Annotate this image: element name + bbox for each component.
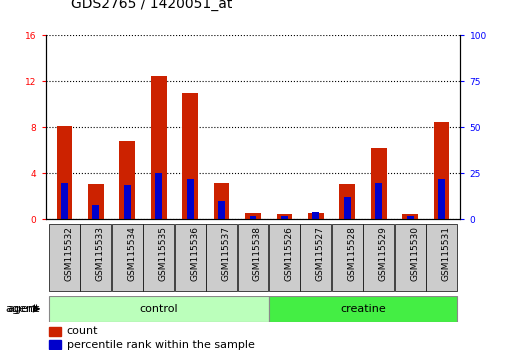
FancyBboxPatch shape bbox=[268, 296, 457, 322]
FancyBboxPatch shape bbox=[49, 224, 80, 291]
Bar bbox=[88, 184, 104, 219]
Text: GSM115538: GSM115538 bbox=[252, 227, 262, 281]
Bar bbox=[124, 184, 130, 219]
Text: agent: agent bbox=[5, 304, 37, 314]
Bar bbox=[119, 141, 135, 219]
Bar bbox=[312, 212, 319, 219]
FancyBboxPatch shape bbox=[331, 224, 362, 291]
FancyBboxPatch shape bbox=[174, 224, 205, 291]
Text: GSM115537: GSM115537 bbox=[221, 227, 230, 281]
FancyBboxPatch shape bbox=[48, 296, 268, 322]
Bar bbox=[308, 213, 323, 219]
FancyBboxPatch shape bbox=[206, 224, 236, 291]
FancyBboxPatch shape bbox=[394, 224, 425, 291]
Bar bbox=[339, 184, 355, 219]
Text: GSM115535: GSM115535 bbox=[159, 227, 167, 281]
Text: agent: agent bbox=[7, 304, 39, 314]
Text: GDS2765 / 1420051_at: GDS2765 / 1420051_at bbox=[71, 0, 232, 11]
FancyBboxPatch shape bbox=[143, 224, 174, 291]
Bar bbox=[370, 148, 386, 219]
FancyBboxPatch shape bbox=[80, 224, 111, 291]
Text: GSM115528: GSM115528 bbox=[346, 227, 356, 281]
Bar bbox=[244, 213, 261, 219]
Bar bbox=[218, 201, 225, 219]
Text: GSM115526: GSM115526 bbox=[284, 227, 293, 281]
FancyBboxPatch shape bbox=[269, 224, 299, 291]
Bar bbox=[213, 183, 229, 219]
Bar bbox=[433, 122, 448, 219]
Text: GSM115536: GSM115536 bbox=[190, 227, 199, 281]
Text: GSM115533: GSM115533 bbox=[95, 227, 105, 281]
Text: creatine: creatine bbox=[339, 304, 385, 314]
Bar bbox=[48, 340, 61, 349]
Bar bbox=[150, 76, 166, 219]
Bar bbox=[406, 216, 413, 219]
Text: GSM115530: GSM115530 bbox=[410, 227, 418, 281]
Text: percentile rank within the sample: percentile rank within the sample bbox=[67, 339, 254, 350]
Bar bbox=[155, 173, 162, 219]
Bar bbox=[375, 183, 381, 219]
Bar bbox=[401, 214, 417, 219]
FancyBboxPatch shape bbox=[237, 224, 268, 291]
Bar bbox=[186, 179, 193, 219]
Text: GSM115532: GSM115532 bbox=[64, 227, 73, 281]
FancyBboxPatch shape bbox=[112, 224, 142, 291]
Bar bbox=[249, 216, 256, 219]
Text: GSM115531: GSM115531 bbox=[441, 227, 450, 281]
Bar bbox=[343, 198, 350, 219]
Text: GSM115534: GSM115534 bbox=[127, 227, 136, 281]
Bar bbox=[182, 93, 197, 219]
FancyBboxPatch shape bbox=[425, 224, 456, 291]
Bar bbox=[276, 214, 292, 219]
Bar bbox=[61, 183, 68, 219]
FancyBboxPatch shape bbox=[363, 224, 393, 291]
Text: GSM115527: GSM115527 bbox=[315, 227, 324, 281]
Bar bbox=[92, 205, 99, 219]
Text: control: control bbox=[139, 304, 178, 314]
Bar bbox=[57, 126, 72, 219]
Text: GSM115529: GSM115529 bbox=[378, 227, 387, 281]
Bar bbox=[280, 216, 287, 219]
Text: count: count bbox=[67, 326, 98, 336]
FancyBboxPatch shape bbox=[300, 224, 331, 291]
Bar bbox=[437, 179, 444, 219]
Bar bbox=[48, 326, 61, 336]
